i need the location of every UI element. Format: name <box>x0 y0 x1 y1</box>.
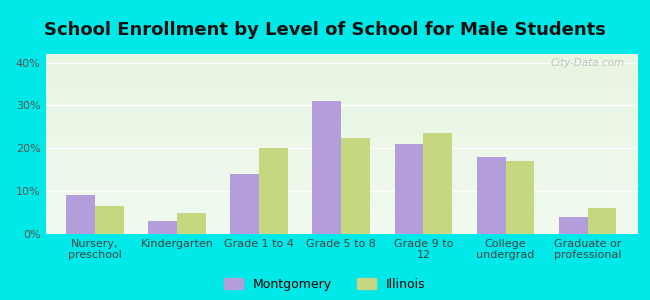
Bar <box>177 213 205 234</box>
Bar <box>506 161 534 234</box>
Bar <box>230 174 259 234</box>
Bar <box>313 101 341 234</box>
Legend: Montgomery, Illinois: Montgomery, Illinois <box>224 278 426 291</box>
Bar <box>559 217 588 234</box>
Bar <box>95 206 124 234</box>
Bar <box>423 133 452 234</box>
Bar <box>477 157 506 234</box>
Bar <box>588 208 616 234</box>
Bar <box>66 195 95 234</box>
Bar <box>259 148 288 234</box>
Bar <box>395 144 423 234</box>
Bar <box>341 138 370 234</box>
Bar <box>148 221 177 234</box>
Text: City-Data.com: City-Data.com <box>551 58 625 68</box>
Text: School Enrollment by Level of School for Male Students: School Enrollment by Level of School for… <box>44 21 606 39</box>
